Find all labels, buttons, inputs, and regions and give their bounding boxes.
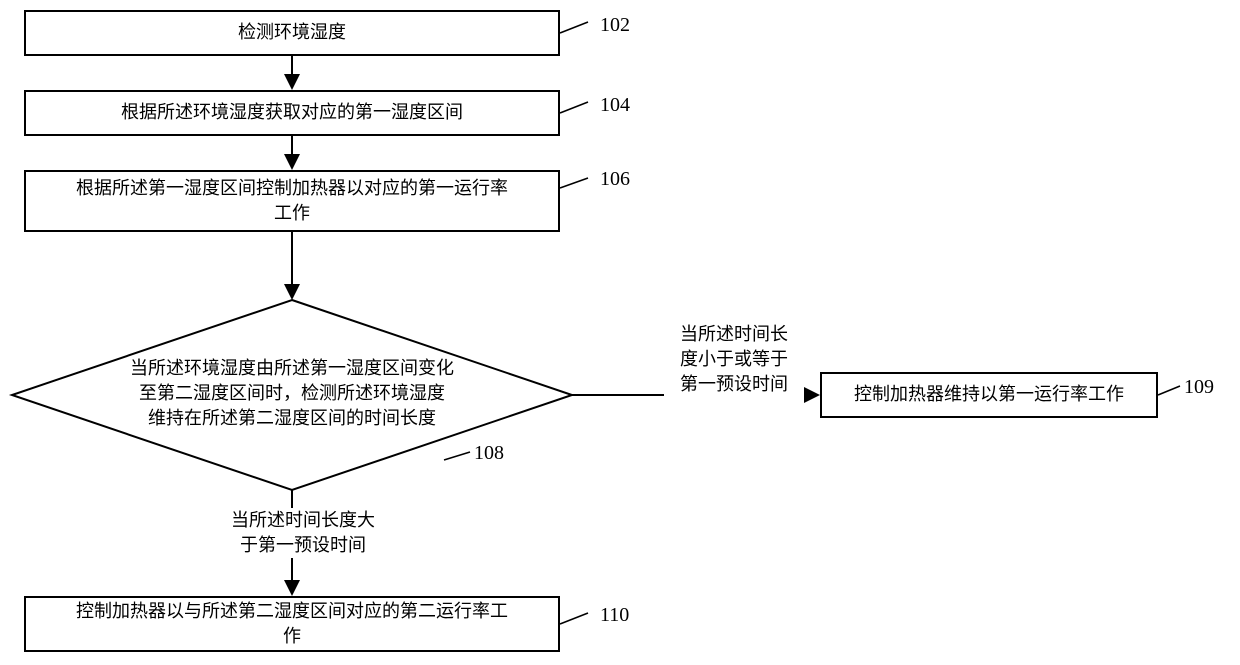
label-109: 109	[1184, 376, 1214, 399]
edge-label-to-110-text: 当所述时间长度大于第一预设时间	[231, 510, 375, 555]
step-106: 根据所述第一湿度区间控制加热器以对应的第一运行率工作	[24, 170, 560, 232]
step-109-text: 控制加热器维持以第一运行率工作	[854, 382, 1124, 407]
label-108: 108	[474, 442, 504, 465]
step-110-text: 控制加热器以与所述第二湿度区间对应的第二运行率工作	[76, 599, 508, 649]
edge-label-to-109-text: 当所述时间长度小于或等于第一预设时间	[680, 324, 788, 394]
decision-108-text-wrap: 当所述环境湿度由所述第一湿度区间变化至第二湿度区间时，检测所述环境湿度维持在所述…	[110, 356, 474, 432]
step-109: 控制加热器维持以第一运行率工作	[820, 372, 1158, 418]
step-106-text: 根据所述第一湿度区间控制加热器以对应的第一运行率工作	[76, 176, 508, 226]
edge-label-to-110: 当所述时间长度大于第一预设时间	[218, 508, 388, 558]
step-104-text: 根据所述环境湿度获取对应的第一湿度区间	[121, 100, 463, 125]
callout-109	[1158, 386, 1180, 395]
decision-108-text: 当所述环境湿度由所述第一湿度区间变化至第二湿度区间时，检测所述环境湿度维持在所述…	[130, 358, 454, 428]
step-110: 控制加热器以与所述第二湿度区间对应的第二运行率工作	[24, 596, 560, 652]
label-104: 104	[600, 94, 630, 117]
label-106: 106	[600, 168, 630, 191]
callout-108	[444, 452, 470, 460]
callout-104	[560, 102, 588, 113]
step-102-text: 检测环境湿度	[238, 20, 346, 45]
callout-110	[560, 613, 588, 624]
callout-102	[560, 22, 588, 33]
step-104: 根据所述环境湿度获取对应的第一湿度区间	[24, 90, 560, 136]
edge-label-to-109: 当所述时间长度小于或等于第一预设时间	[664, 322, 804, 398]
callout-106	[560, 178, 588, 188]
label-102: 102	[600, 14, 630, 37]
step-102: 检测环境湿度	[24, 10, 560, 56]
label-110: 110	[600, 604, 629, 627]
